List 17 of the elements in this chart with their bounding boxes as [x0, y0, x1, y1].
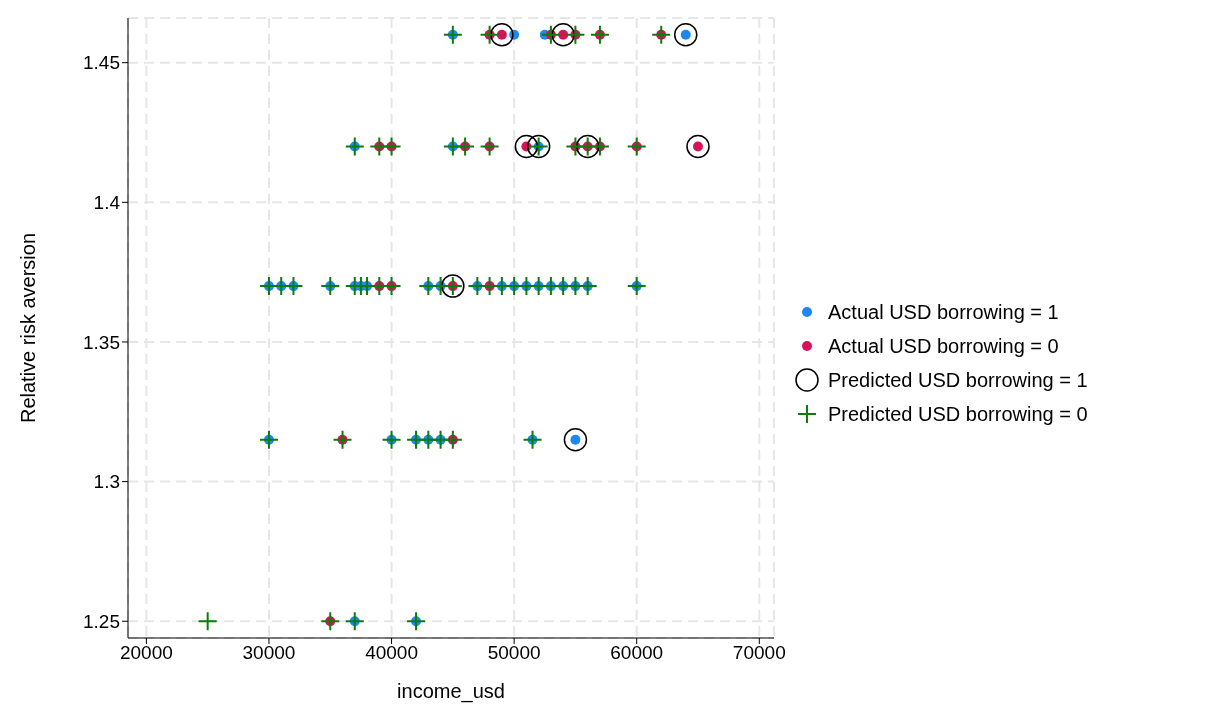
- legend-label: Actual USD borrowing = 0: [828, 334, 1059, 358]
- x-axis-title: income_usd: [397, 680, 505, 703]
- x-tick-label: 70000: [732, 642, 786, 664]
- y-tick-label: 1.35: [83, 331, 120, 353]
- y-axis-title: Relative risk aversion: [17, 232, 40, 424]
- y-tick-label: 1.45: [83, 52, 120, 74]
- x-tick-label: 20000: [119, 642, 173, 664]
- x-tick-label: 40000: [365, 642, 418, 664]
- x-tick-label: 50000: [487, 642, 541, 664]
- legend-label: Predicted USD borrowing = 1: [828, 368, 1088, 392]
- y-tick-label: 1.4: [93, 192, 121, 214]
- y-tick-label: 1.25: [83, 610, 120, 632]
- x-tick-label: 30000: [242, 642, 296, 664]
- y-tick-label: 1.3: [93, 471, 120, 493]
- x-tick-label: 60000: [610, 642, 664, 664]
- legend-label: Actual USD borrowing = 1: [828, 300, 1059, 324]
- legend-label: Predicted USD borrowing = 0: [828, 402, 1088, 426]
